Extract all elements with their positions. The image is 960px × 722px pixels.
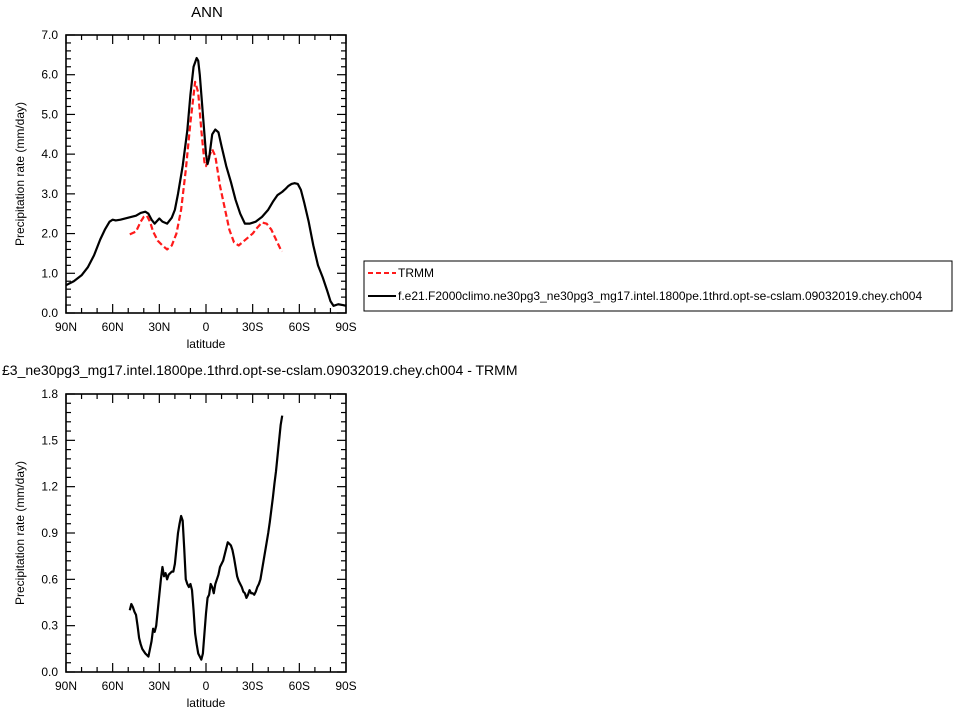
top-yaxis-label: Precipitation rate (mm/day) — [13, 102, 27, 246]
bottom-xtick-label: 60S — [289, 679, 310, 693]
top-ytick-label: 7.0 — [41, 28, 58, 42]
top-panel: ANN 90N 60N 30N 0 30S 60S 90S 0.0 1.0 2.0 3.0 4.0 5.… — [13, 4, 357, 351]
top-xtick-label: 90S — [335, 320, 356, 334]
bottom-chart-title: £3_ne30pg3_mg17.intel.1800pe.1thrd.opt-s… — [2, 362, 517, 378]
bottom-ytick-label: 0.6 — [41, 572, 58, 586]
top-series-line-0 — [129, 80, 284, 253]
bottom-xtick-label: 0 — [203, 679, 210, 693]
bottom-xaxis-label: latitude — [187, 696, 226, 710]
bottom-xtick-label: 90S — [335, 679, 356, 693]
legend-label-trmm: TRMM — [398, 266, 434, 280]
bottom-ytick-label: 0.9 — [41, 526, 58, 540]
bottom-plot-area: 90N 60N 30N 0 30S 60S 90S 0.0 0.3 0.6 0.9 1.2 1.5 1.8… — [13, 387, 357, 710]
bottom-ytick-label: 0.0 — [41, 665, 58, 679]
bottom-yaxis-label: Precipitation rate (mm/day) — [13, 461, 27, 605]
top-series-line-1 — [65, 56, 347, 307]
bottom-plot-frame — [65, 393, 347, 673]
bottom-xtick-label: 60N — [102, 679, 124, 693]
top-xtick-label: 30N — [148, 320, 170, 334]
top-ytick-label: 6.0 — [41, 68, 58, 82]
bottom-ytick-label: 1.5 — [41, 433, 58, 447]
top-plot-frame — [65, 34, 347, 314]
top-chart-title: ANN — [191, 4, 223, 21]
top-ytick-label: 3.0 — [41, 187, 58, 201]
top-xtick-label: 60S — [289, 320, 310, 334]
top-xtick-label: 30S — [242, 320, 263, 334]
top-xaxis-label: latitude — [187, 337, 226, 351]
bottom-xtick-label: 90N — [55, 679, 77, 693]
bottom-xtick-label: 30N — [148, 679, 170, 693]
top-ytick-label: 4.0 — [41, 147, 58, 161]
top-ytick-label: 0.0 — [41, 306, 58, 320]
legend: TRMM f.e21.F2000climo.ne30pg3_ne30pg3_mg… — [363, 260, 953, 312]
bottom-panel: £3_ne30pg3_mg17.intel.1800pe.1thrd.opt-s… — [2, 362, 517, 710]
bottom-ytick-label: 0.3 — [41, 619, 58, 633]
bottom-xtick-label: 30S — [242, 679, 263, 693]
legend-box — [363, 260, 953, 312]
top-ytick-label: 2.0 — [41, 227, 58, 241]
top-ytick-label: 1.0 — [41, 266, 58, 280]
legend-label-model: f.e21.F2000climo.ne30pg3_ne30pg3_mg17.in… — [398, 289, 922, 303]
top-xtick-label: 0 — [203, 320, 210, 334]
bottom-ytick-label: 1.8 — [41, 387, 58, 401]
top-xtick-label: 60N — [102, 320, 124, 334]
bottom-ytick-label: 1.2 — [41, 480, 58, 494]
top-xtick-label: 90N — [55, 320, 77, 334]
top-plot-area: 90N 60N 30N 0 30S 60S 90S 0.0 1.0 2.0 3.0 4.0 5.0 6.0… — [13, 28, 357, 351]
top-ytick-label: 5.0 — [41, 107, 58, 121]
bottom-series-line-0 — [128, 415, 284, 661]
